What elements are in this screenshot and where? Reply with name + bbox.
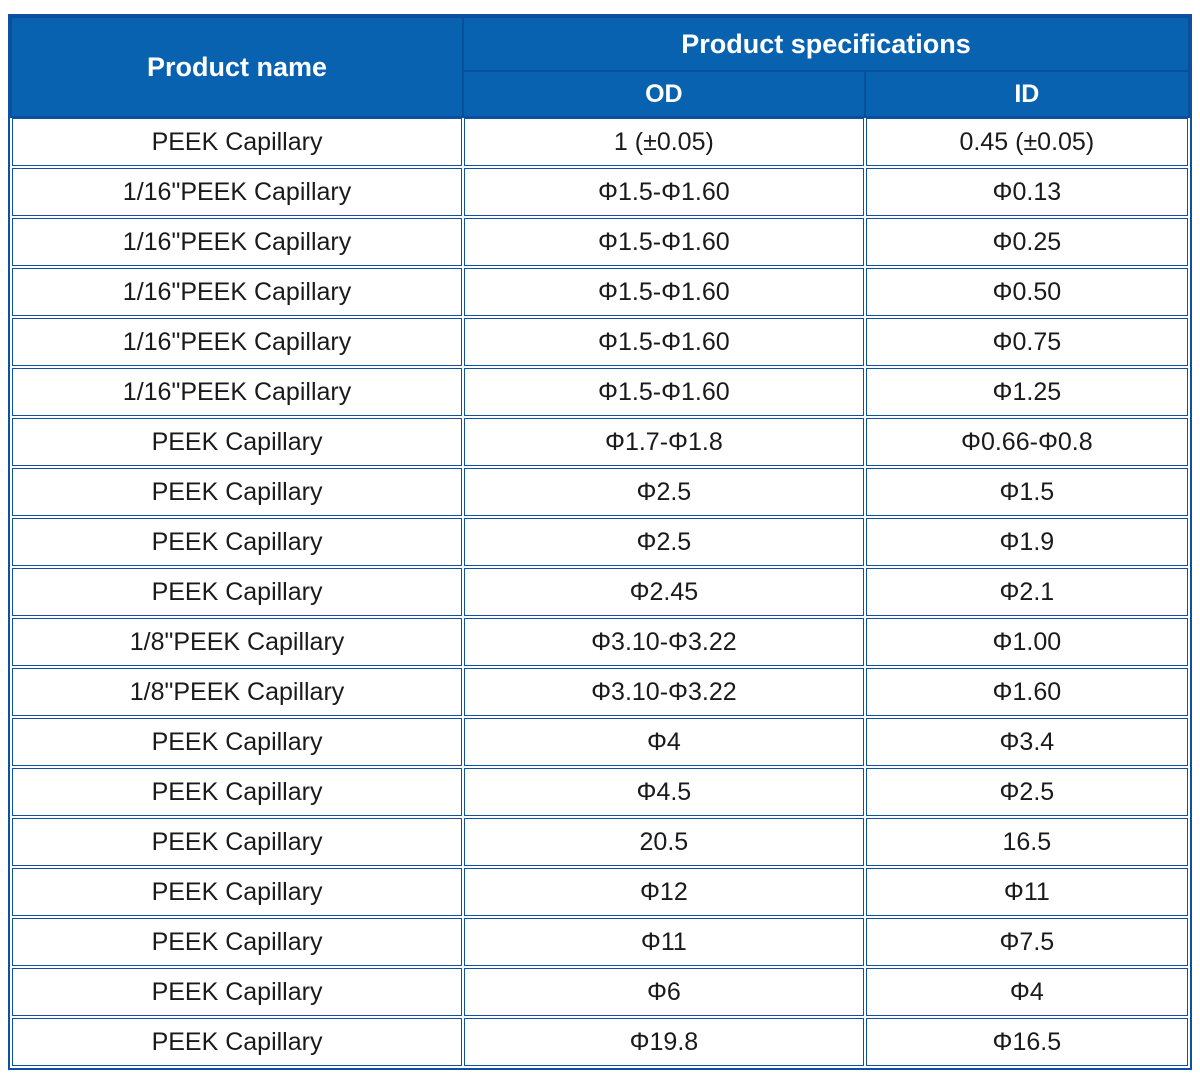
- product-name-header: Product name: [12, 18, 463, 116]
- product-specifications-header: Product specifications: [464, 18, 1188, 70]
- id-column-header: ID: [865, 72, 1188, 116]
- header-row-top: Product name Product specifications: [12, 18, 1188, 116]
- table-row: PEEK Capillary 20.5 16.5: [12, 818, 1188, 866]
- product-name-cell: PEEK Capillary: [12, 118, 463, 166]
- table-row: 1/16"PEEK Capillary Φ1.5-Φ1.60 Φ1.25: [12, 368, 1188, 416]
- od-cell: Φ1.5-Φ1.60: [464, 218, 864, 266]
- product-name-cell: 1/16"PEEK Capillary: [12, 368, 463, 416]
- od-cell: Φ2.45: [464, 568, 864, 616]
- id-cell: Φ7.5: [865, 918, 1188, 966]
- id-cell: Φ0.66-Φ0.8: [865, 418, 1188, 466]
- product-name-cell: PEEK Capillary: [12, 868, 463, 916]
- od-cell: Φ1.5-Φ1.60: [464, 168, 864, 216]
- od-cell: Φ1.5-Φ1.60: [464, 318, 864, 366]
- od-cell: Φ3.10-Φ3.22: [464, 668, 864, 716]
- product-name-cell: PEEK Capillary: [12, 918, 463, 966]
- id-cell: Φ0.13: [865, 168, 1188, 216]
- product-name-cell: PEEK Capillary: [12, 968, 463, 1016]
- table-row: PEEK Capillary Φ1.7-Φ1.8 Φ0.66-Φ0.8: [12, 418, 1188, 466]
- table-row: 1/16"PEEK Capillary Φ1.5-Φ1.60 Φ0.75: [12, 318, 1188, 366]
- product-name-cell: PEEK Capillary: [12, 468, 463, 516]
- id-cell: Φ4: [865, 968, 1188, 1016]
- od-cell: Φ6: [464, 968, 864, 1016]
- id-cell: Φ0.25: [865, 218, 1188, 266]
- product-name-cell: 1/16"PEEK Capillary: [12, 168, 463, 216]
- od-cell: Φ4: [464, 718, 864, 766]
- product-name-cell: PEEK Capillary: [12, 718, 463, 766]
- od-cell: Φ4.5: [464, 768, 864, 816]
- id-cell: Φ2.1: [865, 568, 1188, 616]
- table-row: PEEK Capillary Φ19.8 Φ16.5: [12, 1018, 1188, 1066]
- id-cell: Φ0.75: [865, 318, 1188, 366]
- product-name-cell: PEEK Capillary: [12, 1018, 463, 1066]
- od-column-header: OD: [464, 72, 864, 116]
- table-row: 1/16"PEEK Capillary Φ1.5-Φ1.60 Φ0.25: [12, 218, 1188, 266]
- product-name-cell: PEEK Capillary: [12, 568, 463, 616]
- od-cell: Φ1.5-Φ1.60: [464, 368, 864, 416]
- od-cell: Φ12: [464, 868, 864, 916]
- id-cell: Φ0.50: [865, 268, 1188, 316]
- header-row-sub: OD ID: [12, 72, 1188, 116]
- id-cell: Φ1.00: [865, 618, 1188, 666]
- od-cell: Φ2.5: [464, 518, 864, 566]
- id-cell: 0.45 (±0.05): [865, 118, 1188, 166]
- product-name-cell: 1/8"PEEK Capillary: [12, 618, 463, 666]
- od-cell: 1 (±0.05): [464, 118, 864, 166]
- product-spec-table: Product name Product specifications OD I…: [8, 14, 1192, 1070]
- id-cell: Φ1.25: [865, 368, 1188, 416]
- product-name-cell: 1/16"PEEK Capillary: [12, 268, 463, 316]
- table-row: PEEK Capillary 1 (±0.05) 0.45 (±0.05): [12, 118, 1188, 166]
- product-name-cell: 1/16"PEEK Capillary: [12, 218, 463, 266]
- id-cell: Φ1.5: [865, 468, 1188, 516]
- table-row: 1/8"PEEK Capillary Φ3.10-Φ3.22 Φ1.60: [12, 668, 1188, 716]
- table-row: PEEK Capillary Φ2.5 Φ1.9: [12, 518, 1188, 566]
- product-name-cell: 1/8"PEEK Capillary: [12, 668, 463, 716]
- table-row: PEEK Capillary Φ2.5 Φ1.5: [12, 468, 1188, 516]
- table-row: PEEK Capillary Φ6 Φ4: [12, 968, 1188, 1016]
- product-name-cell: PEEK Capillary: [12, 818, 463, 866]
- id-cell: 16.5: [865, 818, 1188, 866]
- od-cell: Φ11: [464, 918, 864, 966]
- id-cell: Φ16.5: [865, 1018, 1188, 1066]
- table-row: PEEK Capillary Φ2.45 Φ2.1: [12, 568, 1188, 616]
- od-cell: Φ2.5: [464, 468, 864, 516]
- table-row: PEEK Capillary Φ12 Φ11: [12, 868, 1188, 916]
- id-cell: Φ1.9: [865, 518, 1188, 566]
- product-name-cell: 1/16"PEEK Capillary: [12, 318, 463, 366]
- od-cell: Φ1.7-Φ1.8: [464, 418, 864, 466]
- table-row: 1/8"PEEK Capillary Φ3.10-Φ3.22 Φ1.00: [12, 618, 1188, 666]
- table-row: PEEK Capillary Φ4.5 Φ2.5: [12, 768, 1188, 816]
- od-cell: Φ1.5-Φ1.60: [464, 268, 864, 316]
- id-cell: Φ11: [865, 868, 1188, 916]
- spec-table-body: PEEK Capillary 1 (±0.05) 0.45 (±0.05) 1/16"…: [12, 118, 1188, 1066]
- id-cell: Φ3.4: [865, 718, 1188, 766]
- product-name-cell: PEEK Capillary: [12, 768, 463, 816]
- product-name-cell: PEEK Capillary: [12, 418, 463, 466]
- id-cell: Φ1.60: [865, 668, 1188, 716]
- od-cell: 20.5: [464, 818, 864, 866]
- table-row: 1/16"PEEK Capillary Φ1.5-Φ1.60 Φ0.50: [12, 268, 1188, 316]
- table-row: PEEK Capillary Φ4 Φ3.4: [12, 718, 1188, 766]
- table-row: PEEK Capillary Φ11 Φ7.5: [12, 918, 1188, 966]
- table-row: 1/16"PEEK Capillary Φ1.5-Φ1.60 Φ0.13: [12, 168, 1188, 216]
- table-header: Product name Product specifications OD I…: [12, 18, 1188, 116]
- id-cell: Φ2.5: [865, 768, 1188, 816]
- product-name-cell: PEEK Capillary: [12, 518, 463, 566]
- od-cell: Φ3.10-Φ3.22: [464, 618, 864, 666]
- od-cell: Φ19.8: [464, 1018, 864, 1066]
